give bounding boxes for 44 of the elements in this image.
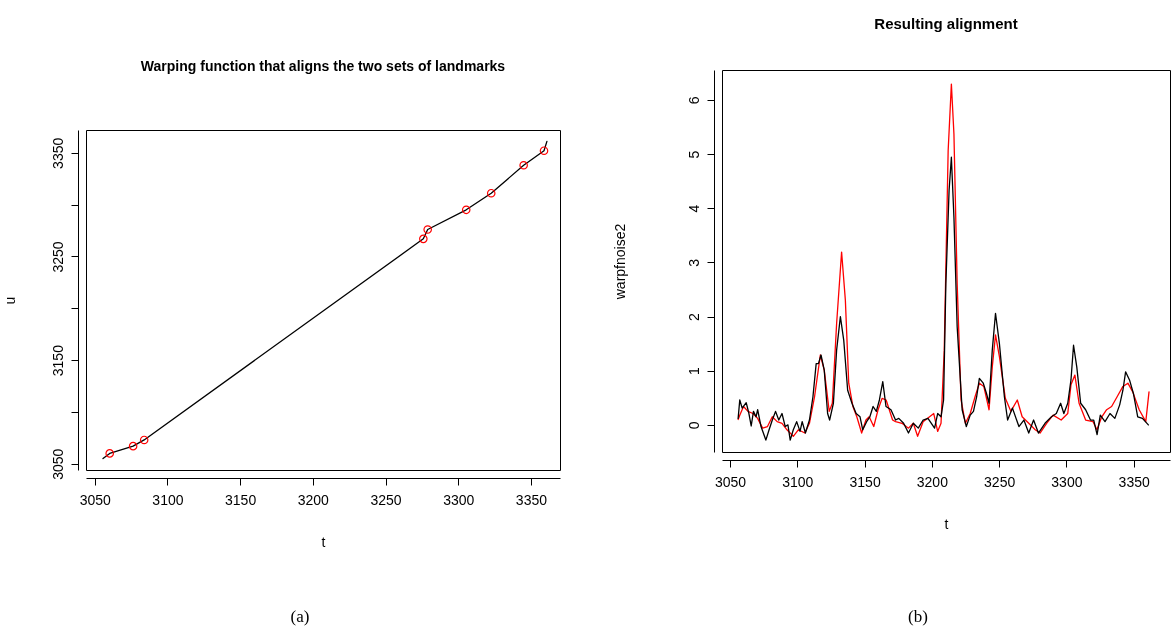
y-axis-title: warpfnoise2 — [611, 223, 628, 301]
x-axis-title: t — [321, 533, 326, 550]
x-tick-label: 3300 — [443, 491, 475, 508]
chart-title: Warping function that aligns the two sets of landmarks — [140, 58, 506, 74]
point — [539, 146, 549, 156]
x-tick-label: 3350 — [515, 491, 548, 508]
y-tick-label: 3250 — [49, 241, 66, 273]
y-tick-label: 5 — [685, 150, 702, 159]
y-tick-label: 6 — [685, 96, 702, 105]
x-tick-label: 3300 — [1051, 473, 1083, 490]
point — [486, 188, 496, 198]
x-tick-label: 3250 — [370, 491, 402, 508]
x-tick-label: 3100 — [782, 473, 814, 490]
x-tick-label: 3150 — [849, 473, 881, 490]
x-tick-label: 3200 — [916, 473, 949, 490]
text: (b) — [908, 607, 928, 627]
y-tick-label: 0 — [685, 421, 702, 430]
text: (a) — [290, 607, 310, 627]
point — [128, 441, 138, 451]
y-tick-label: 3350 — [49, 137, 66, 169]
y-axis-title: u — [1, 296, 18, 305]
x-tick-label: 3050 — [714, 473, 747, 490]
y-tick-label: 4 — [685, 204, 702, 213]
point — [419, 234, 428, 244]
line-series — [737, 156, 1149, 441]
x-tick-label: 3250 — [984, 473, 1016, 490]
point — [423, 225, 432, 234]
x-tick-label: 3350 — [1118, 473, 1150, 490]
point — [139, 435, 149, 445]
y-tick-label: 3150 — [49, 344, 66, 377]
line-series — [737, 83, 1150, 437]
x-axis-title: t — [944, 515, 949, 532]
x-tick-label: 3050 — [79, 491, 111, 508]
point — [519, 160, 528, 170]
line-series — [102, 140, 548, 460]
y-tick-label: 2 — [685, 312, 702, 321]
chart-title: Resulting alignment — [874, 15, 1018, 32]
y-tick-label: 3 — [685, 258, 702, 267]
x-tick-label: 3150 — [225, 491, 257, 508]
y-tick-label: 1 — [685, 367, 702, 376]
x-tick-label: 3200 — [297, 491, 330, 508]
point — [105, 449, 115, 458]
point — [461, 205, 471, 215]
x-tick-label: 3100 — [152, 491, 184, 508]
